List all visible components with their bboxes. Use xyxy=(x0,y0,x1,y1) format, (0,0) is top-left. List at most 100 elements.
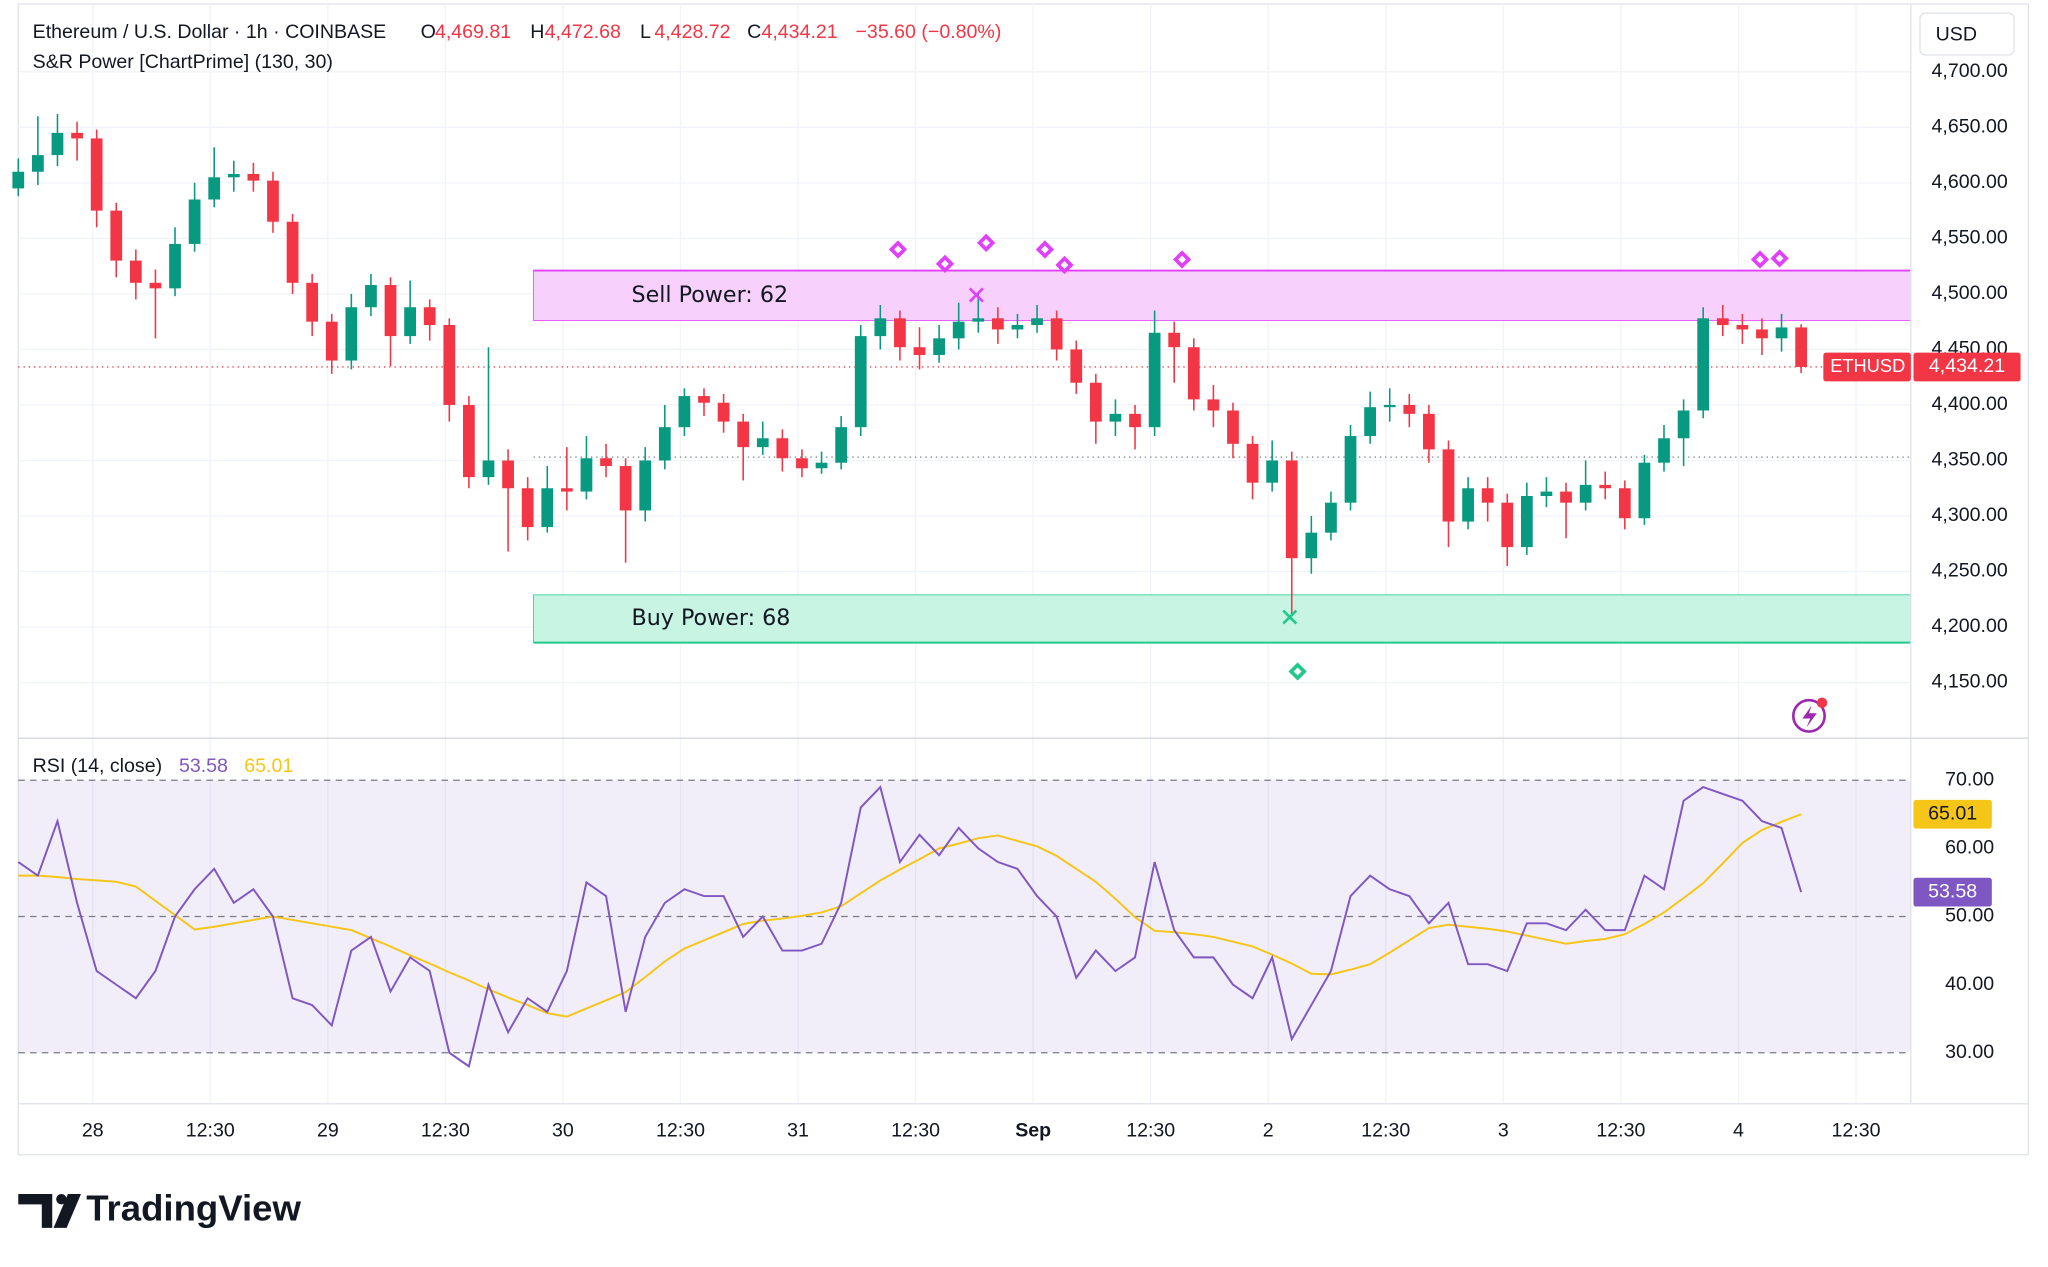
candle-body xyxy=(580,458,593,492)
candle-body xyxy=(463,404,475,478)
candle-body xyxy=(776,438,789,459)
x-tick-label: 31 xyxy=(787,1119,809,1141)
x-tick-label: 12:30 xyxy=(1126,1119,1175,1141)
candle-body xyxy=(1089,382,1102,422)
sell-signal xyxy=(1750,250,1770,269)
candle-body xyxy=(1148,332,1161,428)
candle-body xyxy=(678,396,691,428)
candle-body xyxy=(1540,491,1553,497)
rsi-ma-line xyxy=(18,813,1802,1018)
candle-body xyxy=(521,488,534,528)
candle-body xyxy=(1383,404,1396,408)
candle-body xyxy=(541,488,554,528)
close-value: 4,434.21 xyxy=(761,21,837,43)
candle-body xyxy=(149,282,162,289)
y-tick-label: 4,250.00 xyxy=(1932,560,2008,582)
chart-frame xyxy=(17,3,2030,1156)
candle-body xyxy=(1579,484,1592,503)
low-letter: L xyxy=(640,21,651,43)
y-tick-label: 70.00 xyxy=(1945,768,1994,790)
candle-body xyxy=(854,336,867,428)
x-tick-label: 4 xyxy=(1733,1119,1744,1141)
candle-body xyxy=(12,171,25,189)
candle-body xyxy=(208,177,221,200)
candle-body xyxy=(698,396,710,403)
candle-body xyxy=(717,402,730,422)
y-tick-label: 60.00 xyxy=(1945,837,1994,859)
y-tick-label: 4,400.00 xyxy=(1932,393,2008,415)
candle-body xyxy=(51,132,64,156)
y-tick-label: 50.00 xyxy=(1945,905,1994,927)
zone-label: Buy Power: 68 xyxy=(632,605,791,631)
candle-body xyxy=(1344,436,1357,503)
candle-body xyxy=(1109,413,1122,422)
x-tick-label: 12:30 xyxy=(891,1119,940,1141)
candle-body xyxy=(894,318,906,348)
candle-body xyxy=(1031,318,1043,325)
candle-body xyxy=(1187,347,1200,400)
x-tick-label: 12:30 xyxy=(1596,1119,1645,1141)
candle-body xyxy=(482,460,495,478)
x-tick-label: 12:30 xyxy=(656,1119,705,1141)
candle-body xyxy=(1011,324,1024,330)
candle-body xyxy=(1795,327,1808,367)
alert-icon[interactable] xyxy=(1791,697,1828,733)
currency[interactable]: USD xyxy=(1936,24,1977,46)
open-letter: O xyxy=(421,21,436,43)
candle-body xyxy=(913,347,926,355)
candle-body xyxy=(1207,399,1220,411)
candle-body xyxy=(1736,324,1749,330)
high-value: 4,472.68 xyxy=(545,21,621,43)
candle-body xyxy=(32,155,44,172)
candle-body xyxy=(874,318,887,337)
candle-body xyxy=(756,438,769,448)
candle-body xyxy=(600,458,612,467)
candle-body xyxy=(267,180,279,222)
change-value: −35.60 (−0.80%) xyxy=(856,21,1002,43)
candle-body xyxy=(90,138,103,211)
candle-body xyxy=(639,460,652,511)
zone-label: Sell Power: 62 xyxy=(632,282,789,308)
sell-signal xyxy=(976,233,996,252)
candle-body xyxy=(815,462,828,469)
candle-body xyxy=(1246,443,1259,483)
candle-body xyxy=(1501,502,1514,548)
x-tick-label: 12:30 xyxy=(1361,1119,1410,1141)
value-badge-bg xyxy=(1913,877,1992,907)
x-tick-label: 29 xyxy=(317,1119,339,1141)
candle-body xyxy=(227,173,240,178)
candle-body xyxy=(1658,438,1670,463)
candle-body xyxy=(1697,318,1710,411)
y-tick-label: 40.00 xyxy=(1945,973,1994,995)
candle-body xyxy=(188,199,201,244)
value-badge-bg xyxy=(1913,799,1992,829)
candle-body xyxy=(286,221,299,283)
brand-name: TradingView xyxy=(86,1188,301,1229)
x-tick-label: 12:30 xyxy=(1832,1119,1881,1141)
candle-body xyxy=(933,338,945,355)
y-tick-label: 4,700.00 xyxy=(1932,60,2008,82)
candle-body xyxy=(952,321,965,339)
candle-body xyxy=(1364,407,1376,437)
symbol-badge: ETHUSD xyxy=(1830,355,1905,376)
y-tick-label: 4,550.00 xyxy=(1932,227,2008,249)
y-tick-label: 4,350.00 xyxy=(1932,449,2008,471)
rsi-line xyxy=(17,785,1803,1068)
candle-body xyxy=(423,307,436,325)
high-letter: H xyxy=(530,21,544,43)
candle-body xyxy=(365,285,377,308)
y-tick-label: 30.00 xyxy=(1945,1041,1994,1063)
price-badge-bg xyxy=(1913,352,2021,382)
candle-body xyxy=(1442,449,1455,522)
open-value: 4,469.81 xyxy=(435,21,511,43)
y-tick-label: 4,300.00 xyxy=(1932,504,2008,526)
candle-body xyxy=(169,243,181,289)
sell-signal xyxy=(1770,249,1789,268)
currency-button[interactable] xyxy=(1919,12,2015,56)
candle-body xyxy=(345,307,358,361)
legend-value: 65.01 xyxy=(244,755,293,777)
y-tick-label: 4,200.00 xyxy=(1932,615,2008,637)
x-tick-label: 12:30 xyxy=(421,1119,470,1141)
